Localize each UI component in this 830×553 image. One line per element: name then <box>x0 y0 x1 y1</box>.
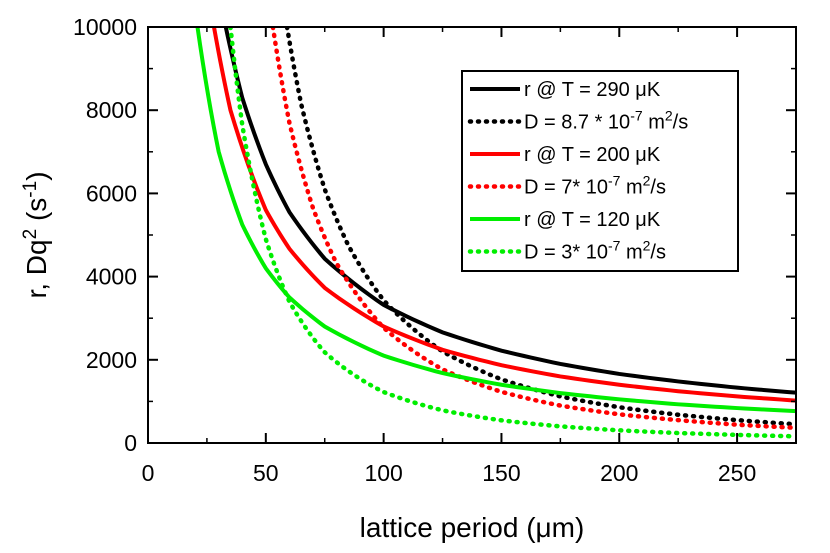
x-tick-label: 250 <box>718 460 756 486</box>
y-tick-label: 8000 <box>86 97 137 123</box>
legend-label-5: r @ T = 120 μK <box>524 209 661 231</box>
series-line-5 <box>195 27 796 414</box>
series-line-2 <box>284 27 796 427</box>
series-layer <box>195 27 796 439</box>
legend-label-2: D = 8.7 * 10-7 m2/s <box>524 108 688 134</box>
y-tick-label: 6000 <box>86 180 137 206</box>
x-tick-label: 0 <box>142 460 155 486</box>
x-tick-label: 100 <box>364 460 402 486</box>
legend: r @ T = 290 μK D = 8.7 * 10-7 m2/s r @ T =… <box>461 70 739 272</box>
legend-box <box>461 70 739 272</box>
y-tick-label: 10000 <box>73 14 137 40</box>
series-line-4 <box>270 27 796 431</box>
x-tick-label: 200 <box>600 460 638 486</box>
y-tick-label: 2000 <box>86 347 137 373</box>
x-tick-label: 150 <box>482 460 520 486</box>
legend-label-6: D = 3* 10-7 m2/s <box>524 238 666 264</box>
legend-label-3: r @ T = 200 μK <box>524 144 661 166</box>
y-tick-label: 4000 <box>86 264 137 290</box>
series-line-6 <box>228 27 796 439</box>
x-tick-label: 50 <box>253 460 279 486</box>
tick-layer: 0 50 100 150 200 250 0 2000 4000 6000 8000 10000 <box>73 14 796 486</box>
x-axis-title: lattice period (μm) <box>360 512 585 543</box>
y-axis-title: r, Dq2 (s-1) <box>20 171 53 298</box>
series-line-3 <box>212 27 796 403</box>
legend-label-4: D = 7* 10-7 m2/s <box>524 173 666 199</box>
series-line-1 <box>223 27 796 395</box>
legend-label-1: r @ T = 290 μK <box>524 79 661 101</box>
y-tick-label: 0 <box>124 430 137 456</box>
